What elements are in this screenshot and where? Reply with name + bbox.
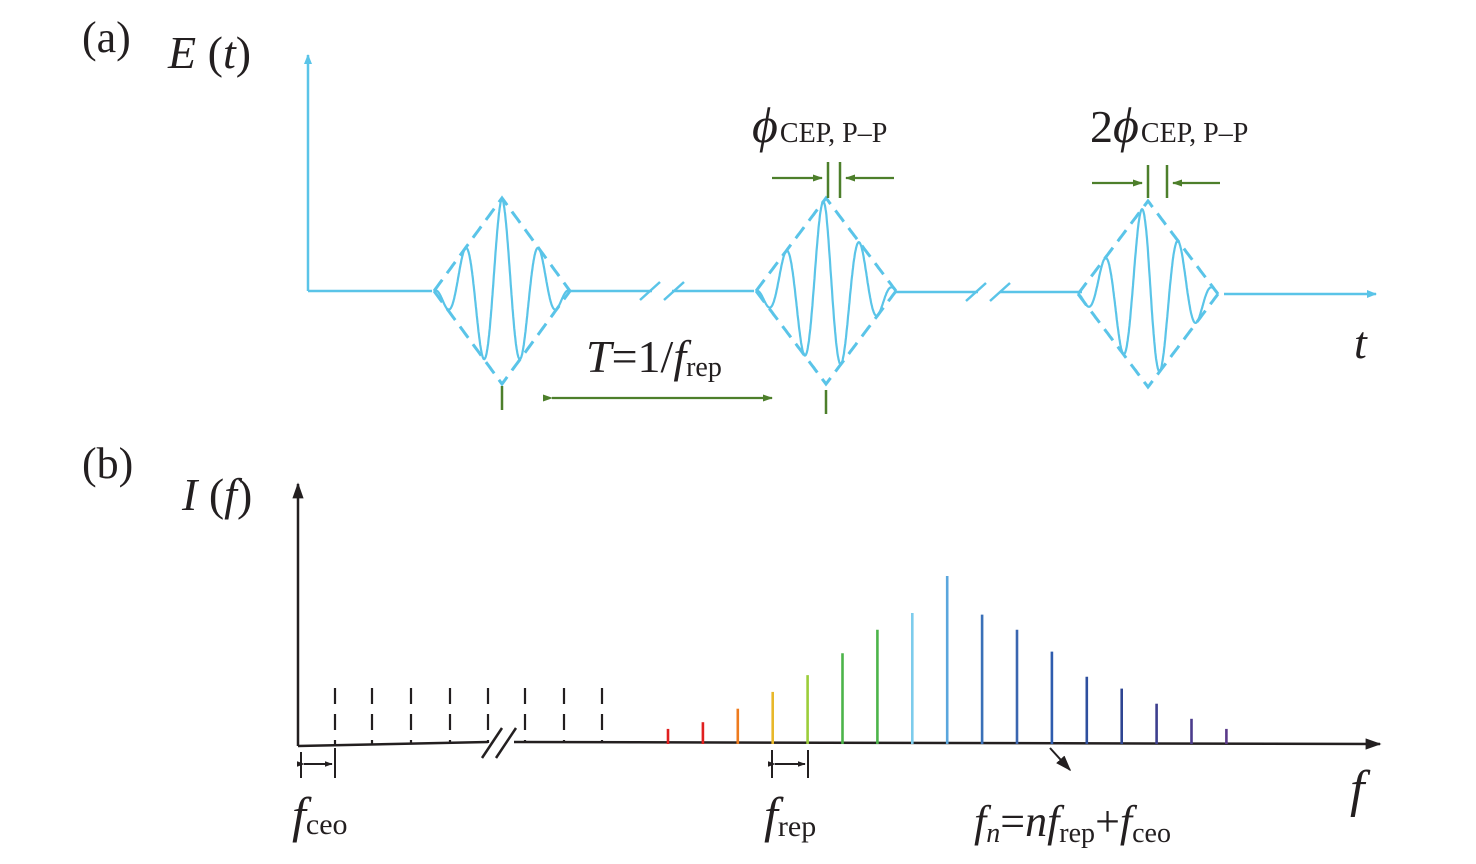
panel-a: (a) E (t) t [82,13,1377,414]
period-T: T [586,331,615,382]
envelope-peak-markers [500,162,1169,414]
axis-break-mark [965,282,987,302]
axis-break-mark [663,281,685,301]
phase1-symbol: ϕ [752,97,778,153]
frequency-baseline [297,727,1382,759]
phase2-coefficient: 2 [1090,101,1113,152]
pulse-2-carrier [755,200,897,366]
colored-comb-lines [666,576,1228,744]
axis-break-mark [989,282,1011,302]
e-symbol: E [167,27,196,78]
e-close-paren: ) [236,27,251,78]
axis-break-mark [494,727,518,759]
panel-b-label: (b) [82,439,133,488]
time-baseline [308,281,1377,302]
phase2-subscript: CEP, P–P [1141,118,1248,149]
e-t-symbol: t [223,27,237,78]
period-subscript: rep [686,352,722,383]
i-open-paren: ( [197,469,224,520]
fn-pointer-arrow [1049,747,1072,772]
eq-equals: = [1000,797,1025,846]
period-label: T=1/frep [586,331,722,383]
panel-b: (b) I (f) f [82,439,1382,849]
eq-n-subscript: n [986,818,1000,849]
eq-rep-subscript: rep [1059,818,1095,849]
fceo-subscript: ceo [306,808,348,841]
low-frequency-comb-lines [333,688,604,745]
fceo-label: fceo [292,787,348,843]
pulse-3-envelope [1076,198,1220,390]
phase2-symbol: ϕ [1113,97,1139,153]
frep-label: frep [764,787,816,843]
pulse-3-carrier [1077,207,1219,373]
pulse-1 [432,195,572,387]
eq-ceo-subscript: ceo [1132,818,1171,849]
phase-offset-arrows [543,174,1220,402]
frep-subscript: rep [778,810,816,843]
phase1-subscript: CEP, P–P [780,118,887,149]
e-of-t-axis-label: E (t) [167,27,251,78]
pulse-2 [754,195,898,387]
panel-a-label: (a) [82,13,131,62]
i-of-f-axis-label: I (f) [181,469,252,520]
spacing-markers [296,747,1072,778]
frequency-axis-label: f [1350,761,1371,818]
period-equals: =1/ [612,331,674,382]
phase1-label: ϕCEP, P–P [752,97,887,153]
axis-break-mark [480,727,504,759]
pulse-3 [1076,198,1220,390]
pulse-2-envelope [754,195,898,387]
axis-break-mark [639,281,661,301]
eq-n: n [1025,797,1047,846]
comb-equation-label: fn=nfrep+fceo [974,797,1171,849]
eq-plus: + [1095,797,1120,846]
time-axis-label: t [1354,317,1368,368]
i-close-paren: ) [237,469,252,520]
phase2-label: 2ϕCEP, P–P [1090,97,1248,153]
i-symbol: I [181,469,200,520]
pulse-1-envelope [432,195,572,387]
pulse-1-carrier [433,195,571,361]
e-open-paren: ( [196,27,223,78]
